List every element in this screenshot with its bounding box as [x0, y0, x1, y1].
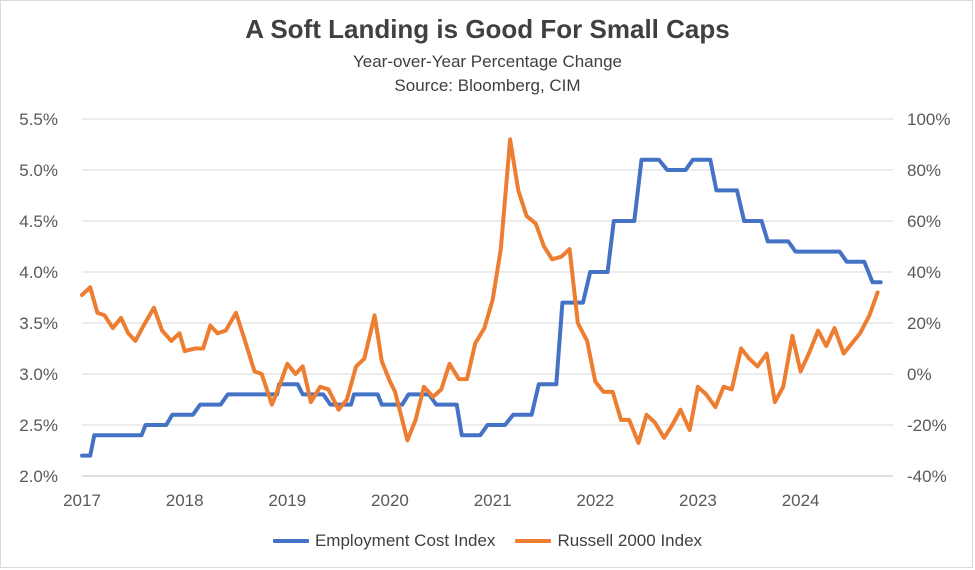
x-tick-label: 2020	[371, 491, 409, 510]
y-left-tick-label: 5.5%	[19, 110, 58, 129]
x-tick-label: 2018	[166, 491, 204, 510]
chart-subtitle-line-1: Year-over-Year Percentage Change	[352, 52, 623, 71]
chart-legend: Employment Cost Index Russell 2000 Index	[0, 531, 975, 551]
y-left-tick-label: 3.0%	[19, 365, 58, 384]
y-right-tick-label: 40%	[907, 263, 941, 282]
legend-label: Russell 2000 Index	[557, 531, 703, 550]
x-tick-label: 2023	[679, 491, 717, 510]
chart-subtitle-line-2: Source: Bloomberg, CIM	[394, 76, 581, 95]
legend-swatch-blue	[272, 539, 309, 543]
y-right-tick-label: -20%	[907, 416, 947, 435]
y-left-tick-label: 3.5%	[19, 314, 58, 333]
x-tick-label: 2017	[63, 491, 101, 510]
y-right-tick-label: 60%	[907, 212, 941, 231]
y-left-tick-label: 5.0%	[19, 161, 58, 180]
legend-label: Employment Cost Index	[314, 531, 496, 550]
legend-swatch-orange	[515, 539, 552, 543]
y-left-tick-label: 2.0%	[19, 467, 58, 486]
series-line-russell-2000-index	[80, 137, 880, 445]
y-right-tick-label: 20%	[907, 314, 941, 333]
x-tick-label: 2019	[268, 491, 306, 510]
chart-plot: 2.0% 2.5% 3.0% 3.5% 4.0% 4.5% 5.0% 5.5% -40% -20%…	[19, 110, 950, 510]
y-right-tick-label: 100%	[907, 110, 950, 129]
legend-item-employment-cost-index: Employment Cost Index	[272, 531, 496, 551]
y-left-tick-label: 2.5%	[19, 416, 58, 435]
y-left-tick-label: 4.0%	[19, 263, 58, 282]
y-right-tick-label: 80%	[907, 161, 941, 180]
x-tick-label: 2024	[782, 491, 820, 510]
x-tick-label: 2021	[474, 491, 512, 510]
y-right-tick-label: 0%	[907, 365, 932, 384]
chart-title: A Soft Landing is Good For Small Caps	[245, 14, 730, 44]
y-right-tick-label: -40%	[907, 467, 947, 486]
y-left-tick-label: 4.5%	[19, 212, 58, 231]
legend-item-russell-2000-index: Russell 2000 Index	[515, 531, 702, 551]
x-tick-label: 2022	[576, 491, 614, 510]
series-line-employment-cost-index	[80, 157, 883, 458]
